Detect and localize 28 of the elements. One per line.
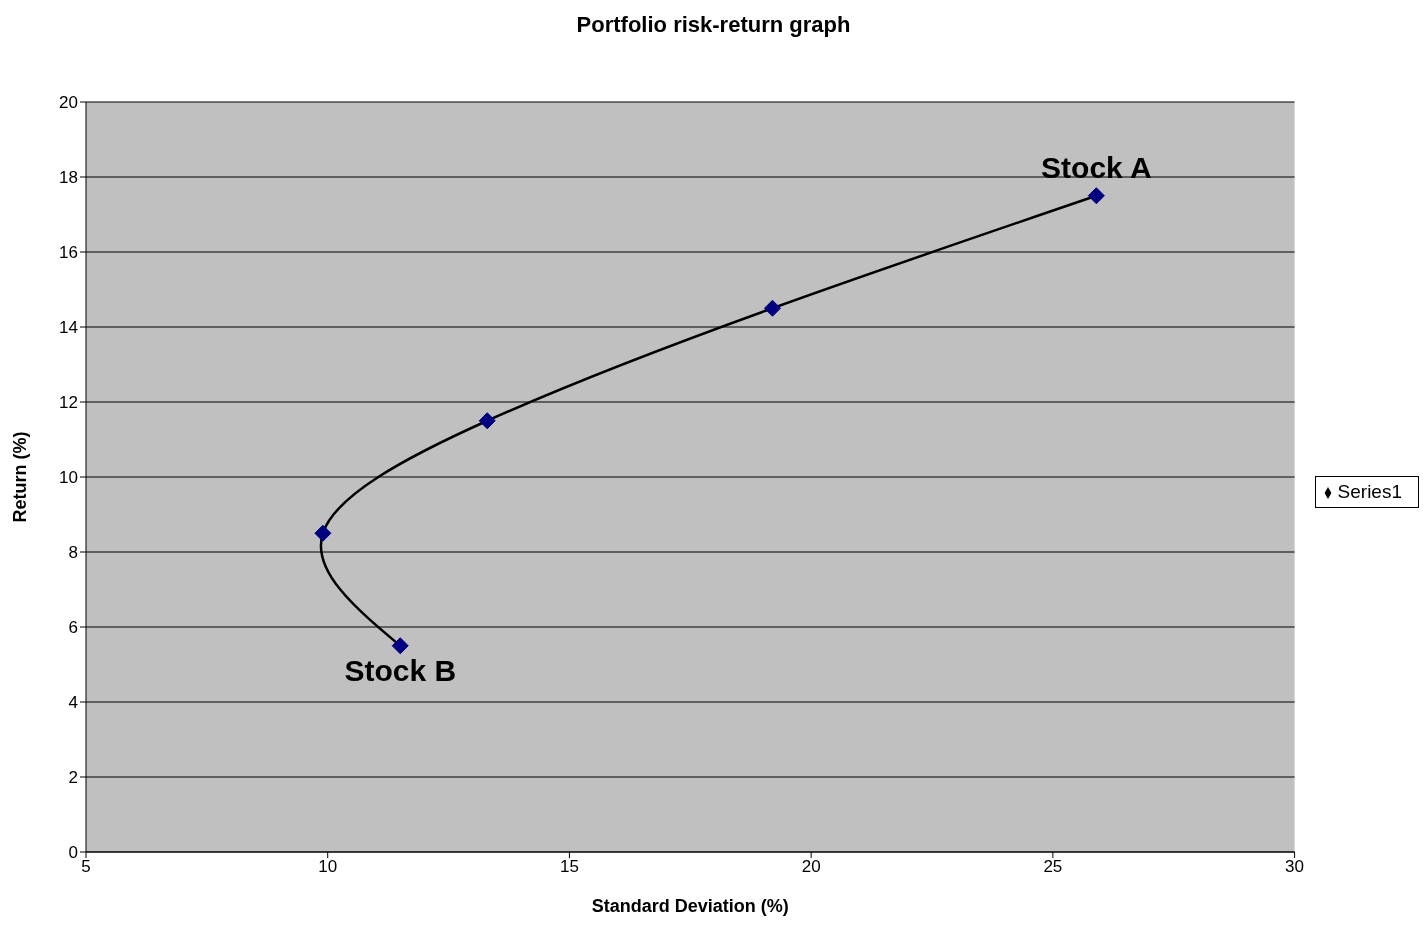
legend-label: Series1 — [1337, 481, 1402, 502]
x-tick-label: 20 — [801, 857, 821, 877]
x-tick-label: 5 — [81, 857, 91, 877]
y-tick-label: 6 — [68, 618, 78, 638]
point — [763, 299, 781, 317]
point — [314, 524, 332, 542]
y-tick-label: 12 — [59, 393, 78, 413]
x-axis-title: Standard Deviation (%) — [591, 896, 789, 916]
y-tick-label: 18 — [59, 168, 78, 188]
x-tick-label: 15 — [559, 857, 579, 877]
chart-title: Portfolio risk-return graph — [575, 11, 852, 39]
point — [1087, 187, 1105, 205]
x-tick-label: 25 — [1043, 857, 1063, 877]
y-tick-label: 20 — [59, 93, 78, 113]
x-tick-label: 30 — [1285, 857, 1305, 877]
x-tick-label: 10 — [318, 857, 338, 877]
y-tick-label: 4 — [68, 693, 78, 713]
y-tick-label: 0 — [68, 843, 78, 863]
annotation: Stock B — [344, 654, 457, 688]
y-tick-label: 2 — [68, 768, 78, 788]
point — [478, 412, 496, 430]
y-tick-label: 14 — [59, 318, 78, 338]
y-tick-label: 16 — [59, 243, 78, 263]
y-tick-label: 10 — [59, 468, 78, 488]
y-axis-title: Return (%) — [10, 431, 31, 523]
y-tick-label: 8 — [68, 543, 78, 563]
point — [391, 637, 409, 655]
annotation: Stock A — [1041, 150, 1152, 184]
